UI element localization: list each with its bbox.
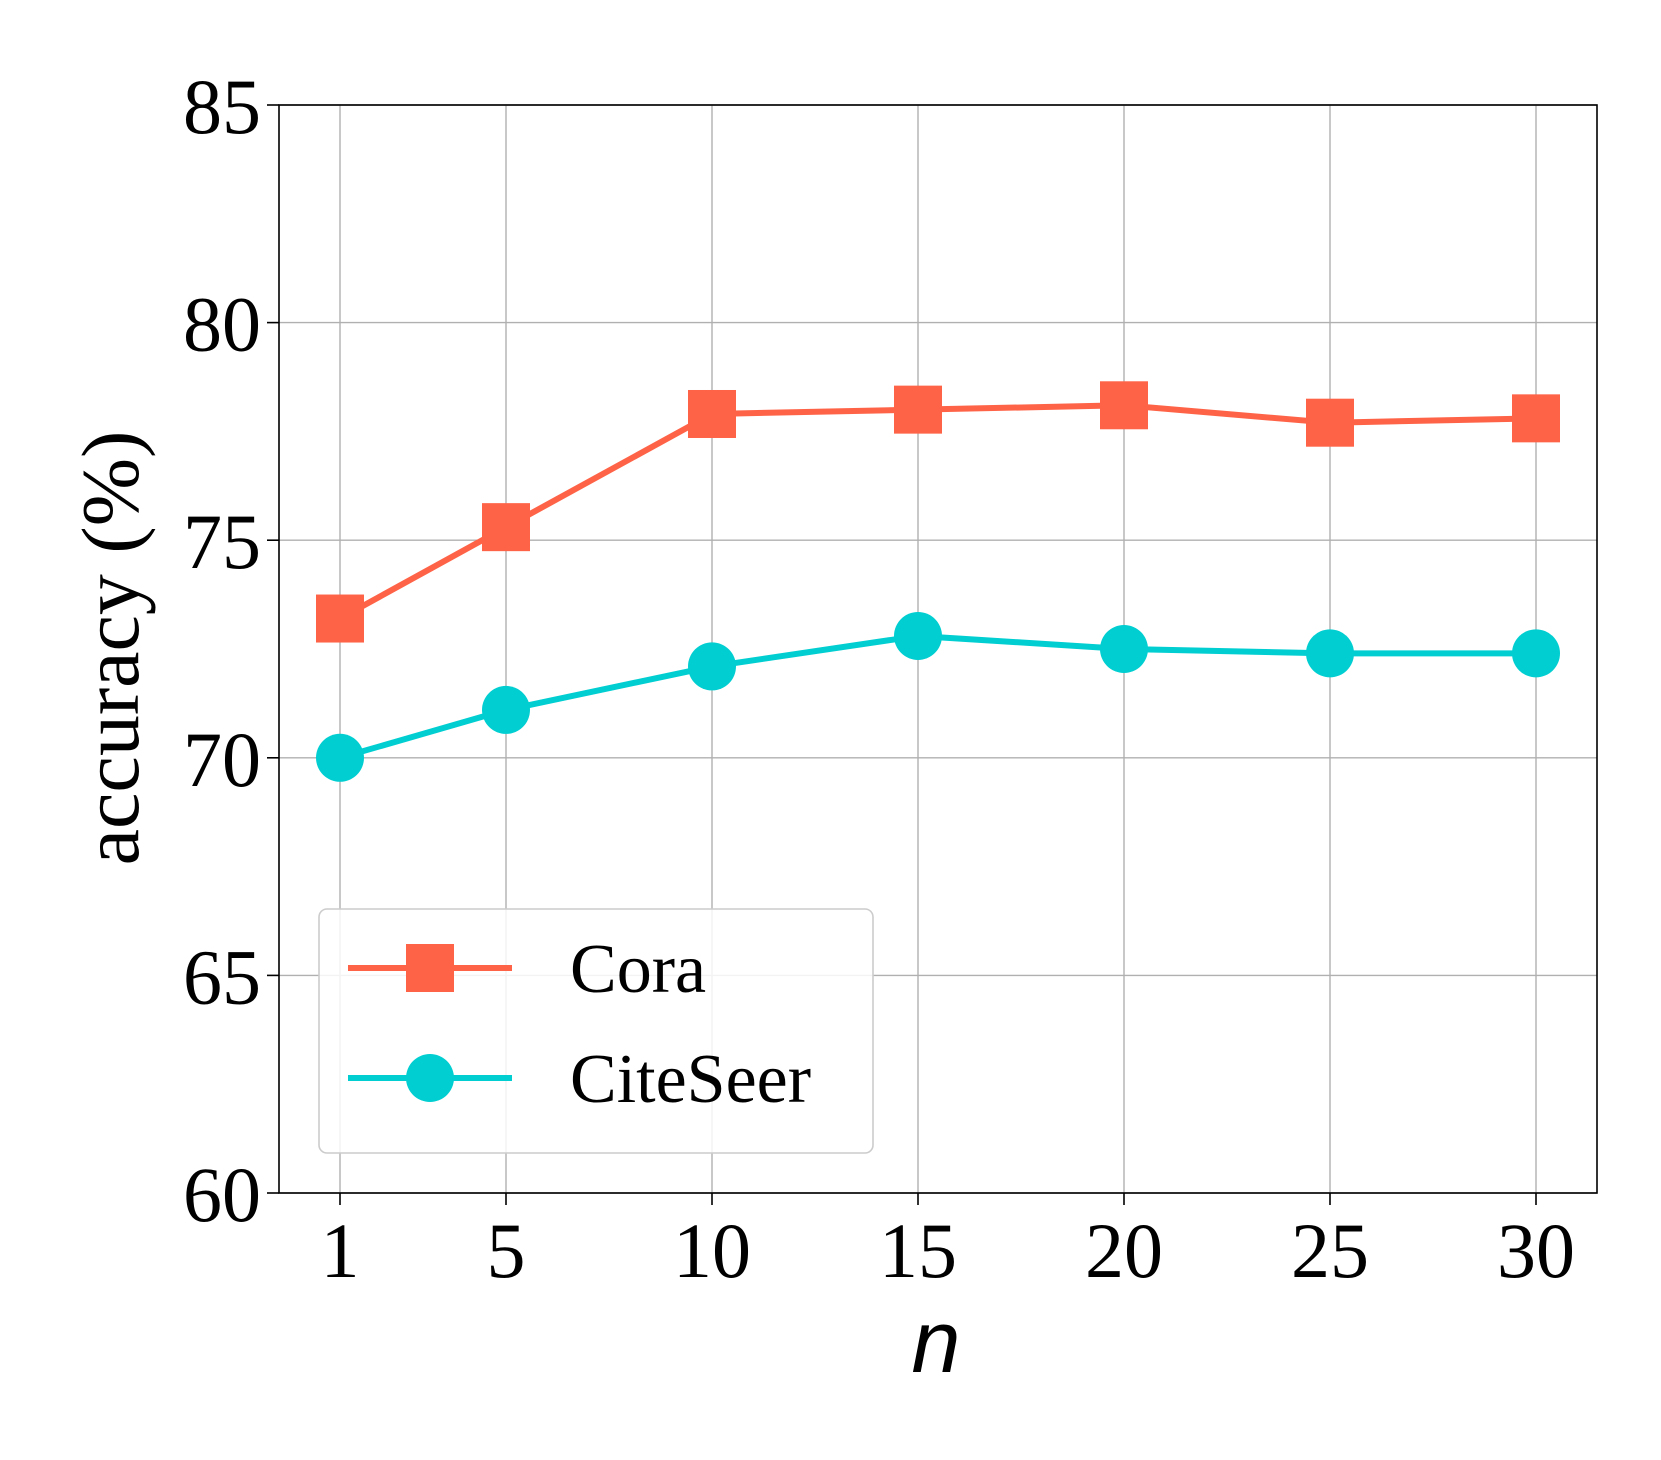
- y-tick-label: 70: [183, 716, 261, 803]
- y-tick-label: 60: [183, 1151, 261, 1238]
- data-point-cora: [482, 503, 530, 552]
- y-tick-label: 85: [183, 63, 261, 150]
- x-tick-label: 30: [1497, 1207, 1575, 1294]
- x-tick-label: 5: [487, 1207, 526, 1294]
- data-point-cora: [1512, 394, 1560, 443]
- y-tick-label: 65: [183, 933, 261, 1020]
- data-point-cora: [316, 594, 364, 643]
- series-layer: [316, 381, 1560, 782]
- series-citeseer: [316, 611, 1560, 782]
- data-point-citeseer: [1512, 629, 1560, 678]
- x-tick-label: 1: [321, 1207, 360, 1294]
- plot-frame: [278, 104, 1598, 1194]
- x-tick-label: 25: [1291, 1207, 1369, 1294]
- legend-item-cora: Cora: [348, 931, 706, 1008]
- y-axis: 60 65 70 75 80 85: [183, 63, 279, 1238]
- y-tick-label: 80: [183, 281, 261, 368]
- data-point-cora: [1100, 381, 1148, 430]
- x-tick-label: 10: [673, 1207, 751, 1294]
- legend-marker-cora: [406, 944, 454, 992]
- y-axis-title: accuracy (%): [65, 431, 156, 866]
- data-point-citeseer: [894, 611, 942, 660]
- legend: Cora CiteSeer: [318, 908, 874, 1154]
- data-point-cora: [894, 385, 942, 434]
- data-point-citeseer: [482, 685, 530, 734]
- data-point-citeseer: [316, 733, 364, 782]
- x-axis: 1 5 10 15 20 25 30: [321, 1193, 1575, 1294]
- legend-label-cora: Cora: [570, 931, 706, 1008]
- data-point-citeseer: [1306, 629, 1354, 678]
- x-axis-title: n: [912, 1292, 961, 1391]
- legend-label-citeseer: CiteSeer: [570, 1041, 811, 1118]
- data-point-citeseer: [688, 642, 736, 691]
- y-tick-label: 75: [183, 498, 261, 585]
- legend-marker-citeseer: [406, 1054, 454, 1102]
- data-point-citeseer: [1100, 625, 1148, 673]
- legend-item-citeseer: CiteSeer: [348, 1041, 811, 1118]
- series-cora: [316, 381, 1560, 643]
- data-point-cora: [1306, 398, 1354, 447]
- x-tick-label: 15: [879, 1207, 957, 1294]
- data-point-cora: [688, 389, 736, 438]
- x-tick-label: 20: [1085, 1207, 1163, 1294]
